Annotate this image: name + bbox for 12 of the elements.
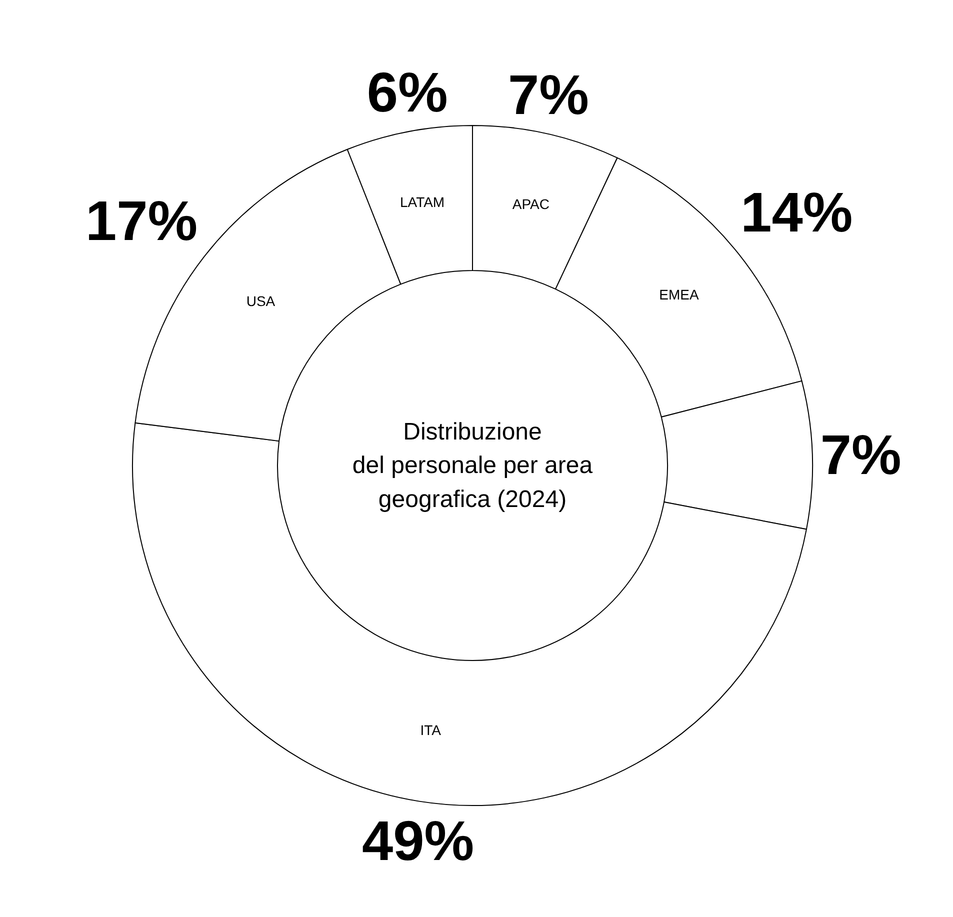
- slice-label: EMEA: [659, 286, 700, 303]
- data-label: 17%: [85, 189, 198, 252]
- data-label: 6%: [366, 60, 448, 124]
- slice-label: APAC: [512, 196, 550, 212]
- data-label: 14%: [740, 180, 853, 244]
- slice-label: USA: [246, 293, 276, 310]
- slice-label: LATAM: [400, 194, 445, 210]
- data-label: 7%: [508, 62, 589, 126]
- text: Distribuzione del personale per area geografica (2024): [352, 418, 594, 513]
- data-label: 7%: [820, 423, 902, 486]
- slice-label: ITA: [420, 722, 442, 738]
- data-label: 49%: [362, 809, 474, 872]
